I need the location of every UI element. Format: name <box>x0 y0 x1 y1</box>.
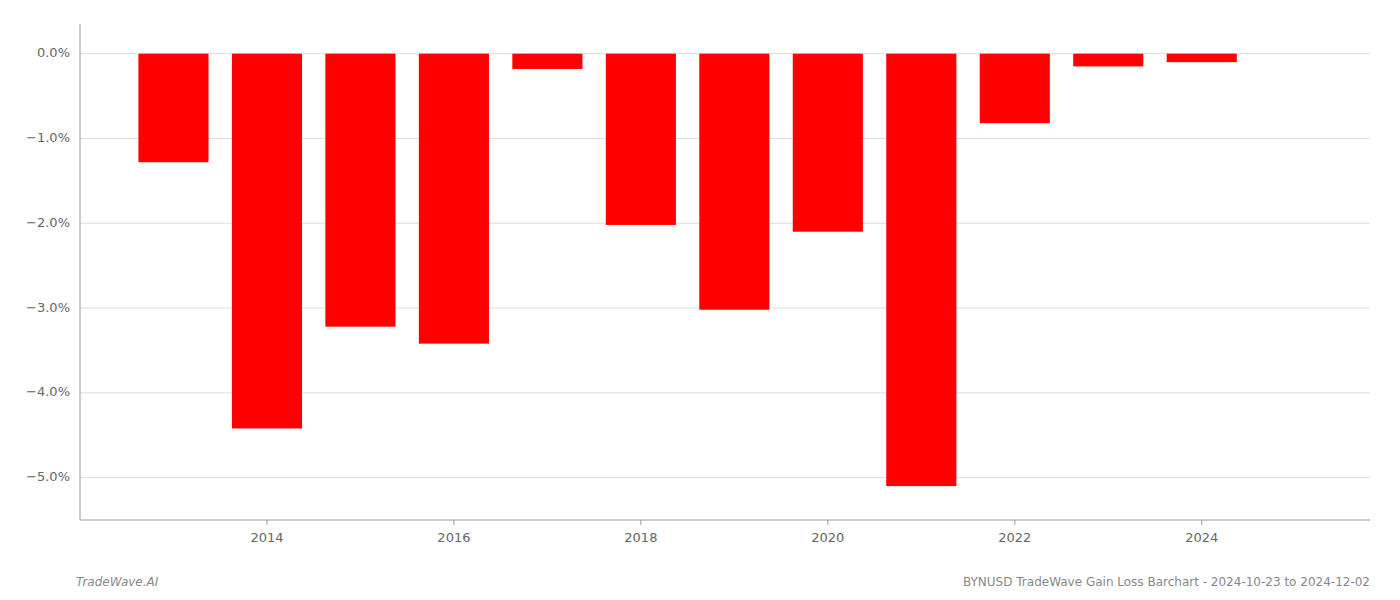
bar <box>138 54 208 163</box>
x-tick-label: 2020 <box>811 530 844 545</box>
bar <box>325 54 395 327</box>
y-tick-label: 0.0% <box>37 45 70 60</box>
x-tick <box>266 520 267 525</box>
x-tick-label: 2022 <box>998 530 1031 545</box>
chart-container: 0.0% −1.0% −2.0% −3.0% −4.0% −5.0% 2014 2016 201… <box>0 0 1400 600</box>
grid-line <box>80 477 1370 478</box>
y-tick-label: −2.0% <box>26 215 70 230</box>
bar <box>1167 54 1237 62</box>
y-tick-label: −5.0% <box>26 469 70 484</box>
x-tick <box>453 520 454 525</box>
x-tick-label: 2018 <box>624 530 657 545</box>
bar <box>886 54 956 486</box>
chart-svg: 0.0% −1.0% −2.0% −3.0% −4.0% −5.0% 2014 2016 201… <box>0 0 1400 600</box>
x-tick-label: 2016 <box>437 530 470 545</box>
x-tick-label: 2014 <box>250 530 283 545</box>
footer-left: TradeWave.AI <box>76 575 159 589</box>
x-axis-line <box>80 520 1370 521</box>
x-tick <box>640 520 641 525</box>
bar <box>232 54 302 429</box>
bar <box>793 54 863 232</box>
y-axis-line <box>80 24 81 520</box>
bar <box>419 54 489 344</box>
footer-right: BYNUSD TradeWave Gain Loss Barchart - 20… <box>963 575 1370 589</box>
bars <box>138 54 1236 486</box>
bar <box>606 54 676 225</box>
bar <box>699 54 769 310</box>
y-grid <box>80 54 1370 478</box>
x-tick-label: 2024 <box>1185 530 1218 545</box>
y-tick-label: −4.0% <box>26 384 70 399</box>
bar <box>980 54 1050 124</box>
x-tick <box>1201 520 1202 525</box>
bar <box>512 54 582 69</box>
x-tick <box>1014 520 1015 525</box>
y-tick-label: −3.0% <box>26 300 70 315</box>
bar <box>1073 54 1143 67</box>
y-tick-label: −1.0% <box>26 130 70 145</box>
x-tick <box>827 520 828 525</box>
